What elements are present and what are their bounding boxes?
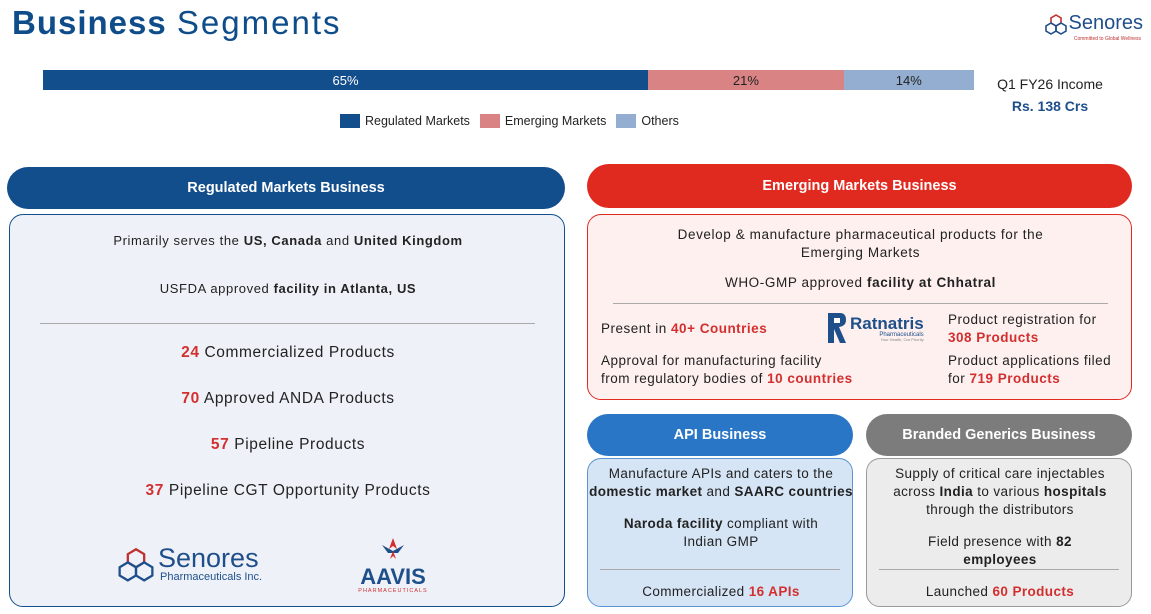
income-summary: Q1 FY26 Income Rs. 138 Crs <box>995 76 1105 114</box>
hexagon-logo-icon <box>1044 13 1067 35</box>
regulated-markets-line: Primarily serves the US, Canada and Unit… <box>113 233 463 248</box>
legend-label: Emerging Markets <box>504 114 607 128</box>
hexagon-logo-icon <box>118 547 154 582</box>
income-label: Q1 FY26 Income <box>997 76 1103 92</box>
stat-anda: 70 Approved ANDA Products <box>181 390 395 407</box>
divider <box>40 323 535 324</box>
regulated-header: Regulated Markets Business <box>7 167 565 209</box>
logo-tag: Your Health, Our Priority <box>880 336 924 342</box>
legend-swatch <box>340 114 360 128</box>
logo-sub: PHARMACEUTICALS <box>358 588 428 594</box>
api-header: API Business <box>587 414 853 456</box>
api-naroda-line: Naroda facility compliant with Indian GM… <box>623 516 819 549</box>
bar-segment-others: 14% <box>843 70 974 90</box>
divider <box>600 569 840 570</box>
logo-name: Ratnatris <box>850 313 924 333</box>
divider <box>879 569 1119 570</box>
bar-legend: Regulated Markets Emerging Markets Other… <box>340 114 679 128</box>
logo-sub: Pharmaceuticals Inc. <box>160 571 263 583</box>
emerging-facility-line: WHO-GMP approved facility at Chhatral <box>724 275 997 290</box>
legend-label: Regulated Markets <box>365 114 470 128</box>
api-manufacture-line: Manufacture APIs and caters to the domes… <box>589 466 853 499</box>
page-title: Business Segments <box>12 4 342 42</box>
stat-commercialized: 24 Commercialized Products <box>181 344 395 361</box>
legend-item-emerging: Emerging Markets <box>479 114 607 128</box>
branded-launched: Launched 60 Products <box>925 584 1075 599</box>
divider <box>613 303 1108 304</box>
api-commercialized: Commercialized 16 APIs <box>642 584 800 599</box>
brand-name: Senores <box>1068 12 1144 34</box>
aavis-emblem-icon <box>382 538 404 559</box>
branded-field-line: Field presence with 82 employees <box>928 534 1072 567</box>
product-registration: Product registration for 308 Products <box>948 312 1097 345</box>
bar-segment-emerging: 21% <box>648 70 844 90</box>
product-applications: Product applications filed for 719 Produ… <box>948 353 1112 386</box>
regulated-panel: Primarily serves the US, Canada and Unit… <box>9 214 565 607</box>
present-countries: Present in 40+ Countries <box>601 321 768 336</box>
legend-swatch <box>479 114 500 128</box>
branded-panel: Supply of critical care injectables acro… <box>866 458 1132 607</box>
senores-inc-logo: Senores Pharmaceuticals Inc. <box>118 545 262 583</box>
regulated-facility-line: USFDA approved facility in Atlanta, US <box>159 281 417 296</box>
logo-name: AAVIS <box>360 564 426 589</box>
approval-countries: Approval for manufacturing facility from… <box>601 353 853 386</box>
emerging-header: Emerging Markets Business <box>587 164 1132 208</box>
bar-segment-regulated: 65% <box>43 70 649 90</box>
bar-label-others: 14% <box>895 72 922 88</box>
ratnatris-logo: Ratnatris Pharmaceuticals Your Health, O… <box>825 311 924 345</box>
legend-label: Others <box>641 114 679 128</box>
bar-label-emerging: 21% <box>732 72 759 88</box>
senores-logo: Senores Committed to Global Wellness <box>1044 12 1144 42</box>
legend-item-others: Others <box>616 114 679 128</box>
income-split-bar: 65% 21% 14% <box>43 70 974 90</box>
title-light: Segments <box>176 4 342 41</box>
logo-name: Senores <box>158 543 259 573</box>
logo-sub: Pharmaceuticals <box>879 331 924 338</box>
stat-pipeline: 57 Pipeline Products <box>210 436 366 453</box>
stat-cgt: 37 Pipeline CGT Opportunity Products <box>145 482 431 499</box>
title-bold: Business <box>12 4 167 41</box>
aavis-logo: AAVIS PHARMACEUTICALS <box>353 537 433 594</box>
income-value: Rs. 138 Crs <box>1011 98 1089 114</box>
ratnatris-emblem-icon <box>828 313 846 343</box>
api-panel: Manufacture APIs and caters to the domes… <box>587 458 853 607</box>
brand-tagline: Committed to Global Wellness <box>1073 36 1141 42</box>
emerging-panel: Develop & manufacture pharmaceutical pro… <box>587 214 1132 400</box>
legend-swatch <box>616 114 637 128</box>
branded-supply-line: Supply of critical care injectables acro… <box>893 466 1107 517</box>
emerging-develop-line: Develop & manufacture pharmaceutical pro… <box>677 227 1044 260</box>
branded-header: Branded Generics Business <box>866 414 1132 456</box>
bar-label-regulated: 65% <box>332 72 359 88</box>
legend-item-regulated: Regulated Markets <box>340 114 470 128</box>
